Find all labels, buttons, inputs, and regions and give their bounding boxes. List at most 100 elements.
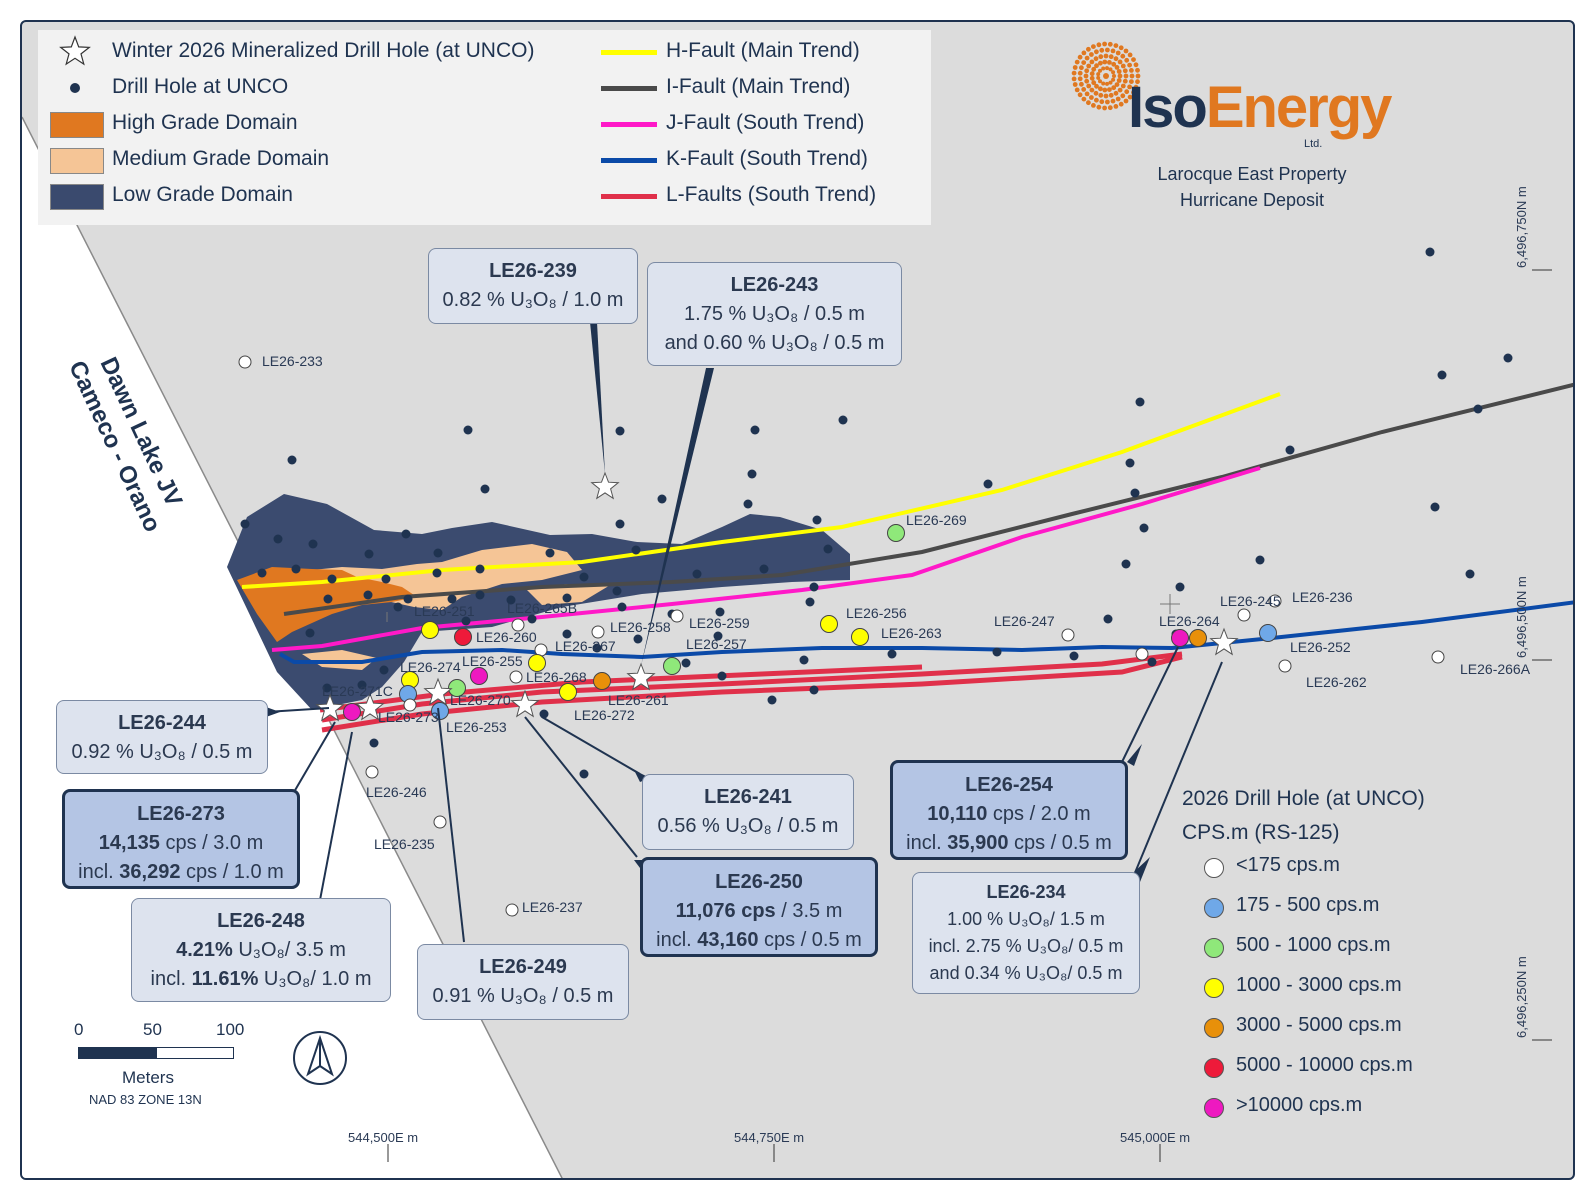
grade-legend-item: >10000 cps.m (1182, 1090, 1502, 1130)
legend-fault-label: J-Fault (South Trend) (666, 111, 865, 134)
drill-hole-dot (291, 564, 301, 574)
drill-hole-dot (681, 658, 691, 668)
callout-text: 1.75 % U₃O₈ / 0.5 m (684, 303, 865, 325)
drill-hole-dot (767, 695, 777, 705)
drill-hole-dot (401, 529, 411, 539)
drill-collar (1268, 594, 1282, 608)
drill-collar (1259, 624, 1277, 642)
drill-hole-dot (322, 683, 332, 693)
drill-hole-dot (615, 519, 625, 529)
l-fault-2 (321, 654, 1183, 733)
callout-line: and 0.34 % U₃O₈/ 0.5 m (913, 960, 1139, 987)
callout-prefix: incl. (78, 861, 120, 883)
mineralized-hole-star (1209, 627, 1239, 656)
callout-text: 1.00 % U₃O₈/ 1.5 m (947, 909, 1105, 929)
hole-label: LE26-274 (400, 659, 461, 675)
callout-title: LE26-273 (137, 803, 225, 825)
callout-line: 1.75 % U₃O₈ / 0.5 m (648, 300, 901, 329)
drill-hole-dot (612, 586, 622, 596)
legend-item-label: Medium Grade Domain (112, 147, 330, 170)
mineralized-hole-star (510, 689, 540, 718)
mineralized-hole-star (626, 662, 656, 691)
hole-label: LE26-247 (994, 613, 1055, 629)
mineralized-hole-star (315, 693, 345, 722)
callout-le26-250: LE26-250 11,076 cps / 3.5 m incl. 43,160 c… (640, 857, 878, 957)
drill-hole-dot (592, 643, 602, 653)
callout-le26-241: LE26-241 0.56 % U₃O₈ / 0.5 m (642, 774, 854, 850)
grade-legend-label: 175 - 500 cps.m (1236, 894, 1380, 916)
callout-leader (1121, 646, 1179, 763)
hole-label: LE26-259 (689, 615, 750, 631)
grid-cross (386, 594, 1180, 622)
callout-text: cps / 1.0 m (180, 861, 284, 883)
callout-value: 4.21% (176, 939, 233, 961)
hole-label: LE26-236 (1292, 589, 1353, 605)
drill-hole-dot (743, 499, 753, 509)
grade-legend-label: 5000 - 10000 cps.m (1236, 1054, 1413, 1076)
hole-label: LE26-265B (507, 600, 577, 616)
callout-title: LE26-239 (489, 260, 577, 282)
grade-legend-item: 3000 - 5000 cps.m (1182, 1010, 1502, 1050)
drill-hole-dot (480, 484, 490, 494)
hole-label: LE26-260 (476, 629, 537, 645)
drill-hole-dot (633, 634, 643, 644)
callout-text: cps / 3.0 m (159, 832, 264, 854)
hole-label: LE26-246 (366, 784, 427, 800)
callout-text: and 0.34 % U₃O₈/ 0.5 m (929, 963, 1123, 983)
hole-label: LE26-245 (1220, 593, 1281, 609)
callout-value: 14,135 (98, 832, 160, 854)
callout-leader (524, 716, 638, 858)
drill-hole-dot (992, 647, 1002, 657)
drill-hole-dot (327, 574, 337, 584)
drill-hole-dot (631, 545, 641, 555)
drill-hole-dot (562, 593, 572, 603)
drill-hole-dot (1503, 353, 1513, 363)
drill-hole-dot (461, 616, 471, 626)
drill-hole-dot (381, 574, 391, 584)
drill-collar (1189, 629, 1207, 647)
hole-label: LE26-257 (686, 636, 747, 652)
callout-text: 0.91 % U₃O₈ / 0.5 m (432, 985, 614, 1007)
drill-hole-dot (809, 685, 819, 695)
drill-hole-dot (273, 534, 283, 544)
northing-750: 6,496,750N m (1514, 186, 1529, 268)
grade-legend-label: 1000 - 3000 cps.m (1236, 974, 1402, 996)
grade-dot-icon (1204, 978, 1224, 998)
grade-legend-label: 500 - 1000 cps.m (1236, 934, 1391, 956)
drill-hole-dot (545, 548, 555, 558)
callout-text: 0.82 % U₃O₈ / 1.0 m (442, 289, 624, 311)
drill-collar (1061, 628, 1075, 642)
grade-legend-label: >10000 cps.m (1236, 1094, 1363, 1116)
drill-collar (505, 903, 519, 917)
grade-dot-icon (1204, 898, 1224, 918)
drill-collar (421, 621, 439, 639)
hole-label: LE26-237 (522, 899, 583, 915)
grade-legend-subtitle: CPS.m (RS-125) (1182, 821, 1340, 844)
drill-hole-dot (809, 582, 819, 592)
drill-hole-dot (506, 595, 516, 605)
hole-label: LE26-262 (1306, 674, 1367, 690)
drill-hole-dot (759, 564, 769, 574)
legend-symbol-4 (50, 179, 104, 210)
callout-title: LE26-250 (715, 871, 803, 893)
drill-hole-dot (447, 594, 457, 604)
drill-hole-dot (1175, 582, 1185, 592)
easting-545000: 545,000E m (1120, 1130, 1191, 1145)
drill-collar (454, 628, 472, 646)
legend-fault-label: H-Fault (Main Trend) (666, 39, 860, 62)
callout-title: LE26-243 (730, 274, 819, 296)
callout-prefix: incl. (150, 968, 192, 990)
brand-suffix: Ltd. (1304, 138, 1323, 150)
hole-label: LE26-266A (1460, 661, 1531, 677)
outside-area (22, 22, 562, 1178)
grade-legend: 2026 Drill Hole (at UNCO) CPS.m (RS-125)… (1182, 782, 1502, 1130)
drill-hole-dot (403, 594, 413, 604)
grade-legend-item: 5000 - 10000 cps.m (1182, 1050, 1502, 1090)
callout-leader (541, 716, 641, 775)
callout-le26-254: LE26-254 10,110 cps / 2.0 m incl. 35,900 c… (890, 760, 1128, 860)
drill-hole-dot (983, 479, 993, 489)
drill-hole-dot (369, 738, 379, 748)
brand-iso: Iso (1128, 75, 1208, 140)
hole-label: LE26-273 (378, 709, 439, 725)
scale-tick-0: 0 (74, 1020, 84, 1039)
